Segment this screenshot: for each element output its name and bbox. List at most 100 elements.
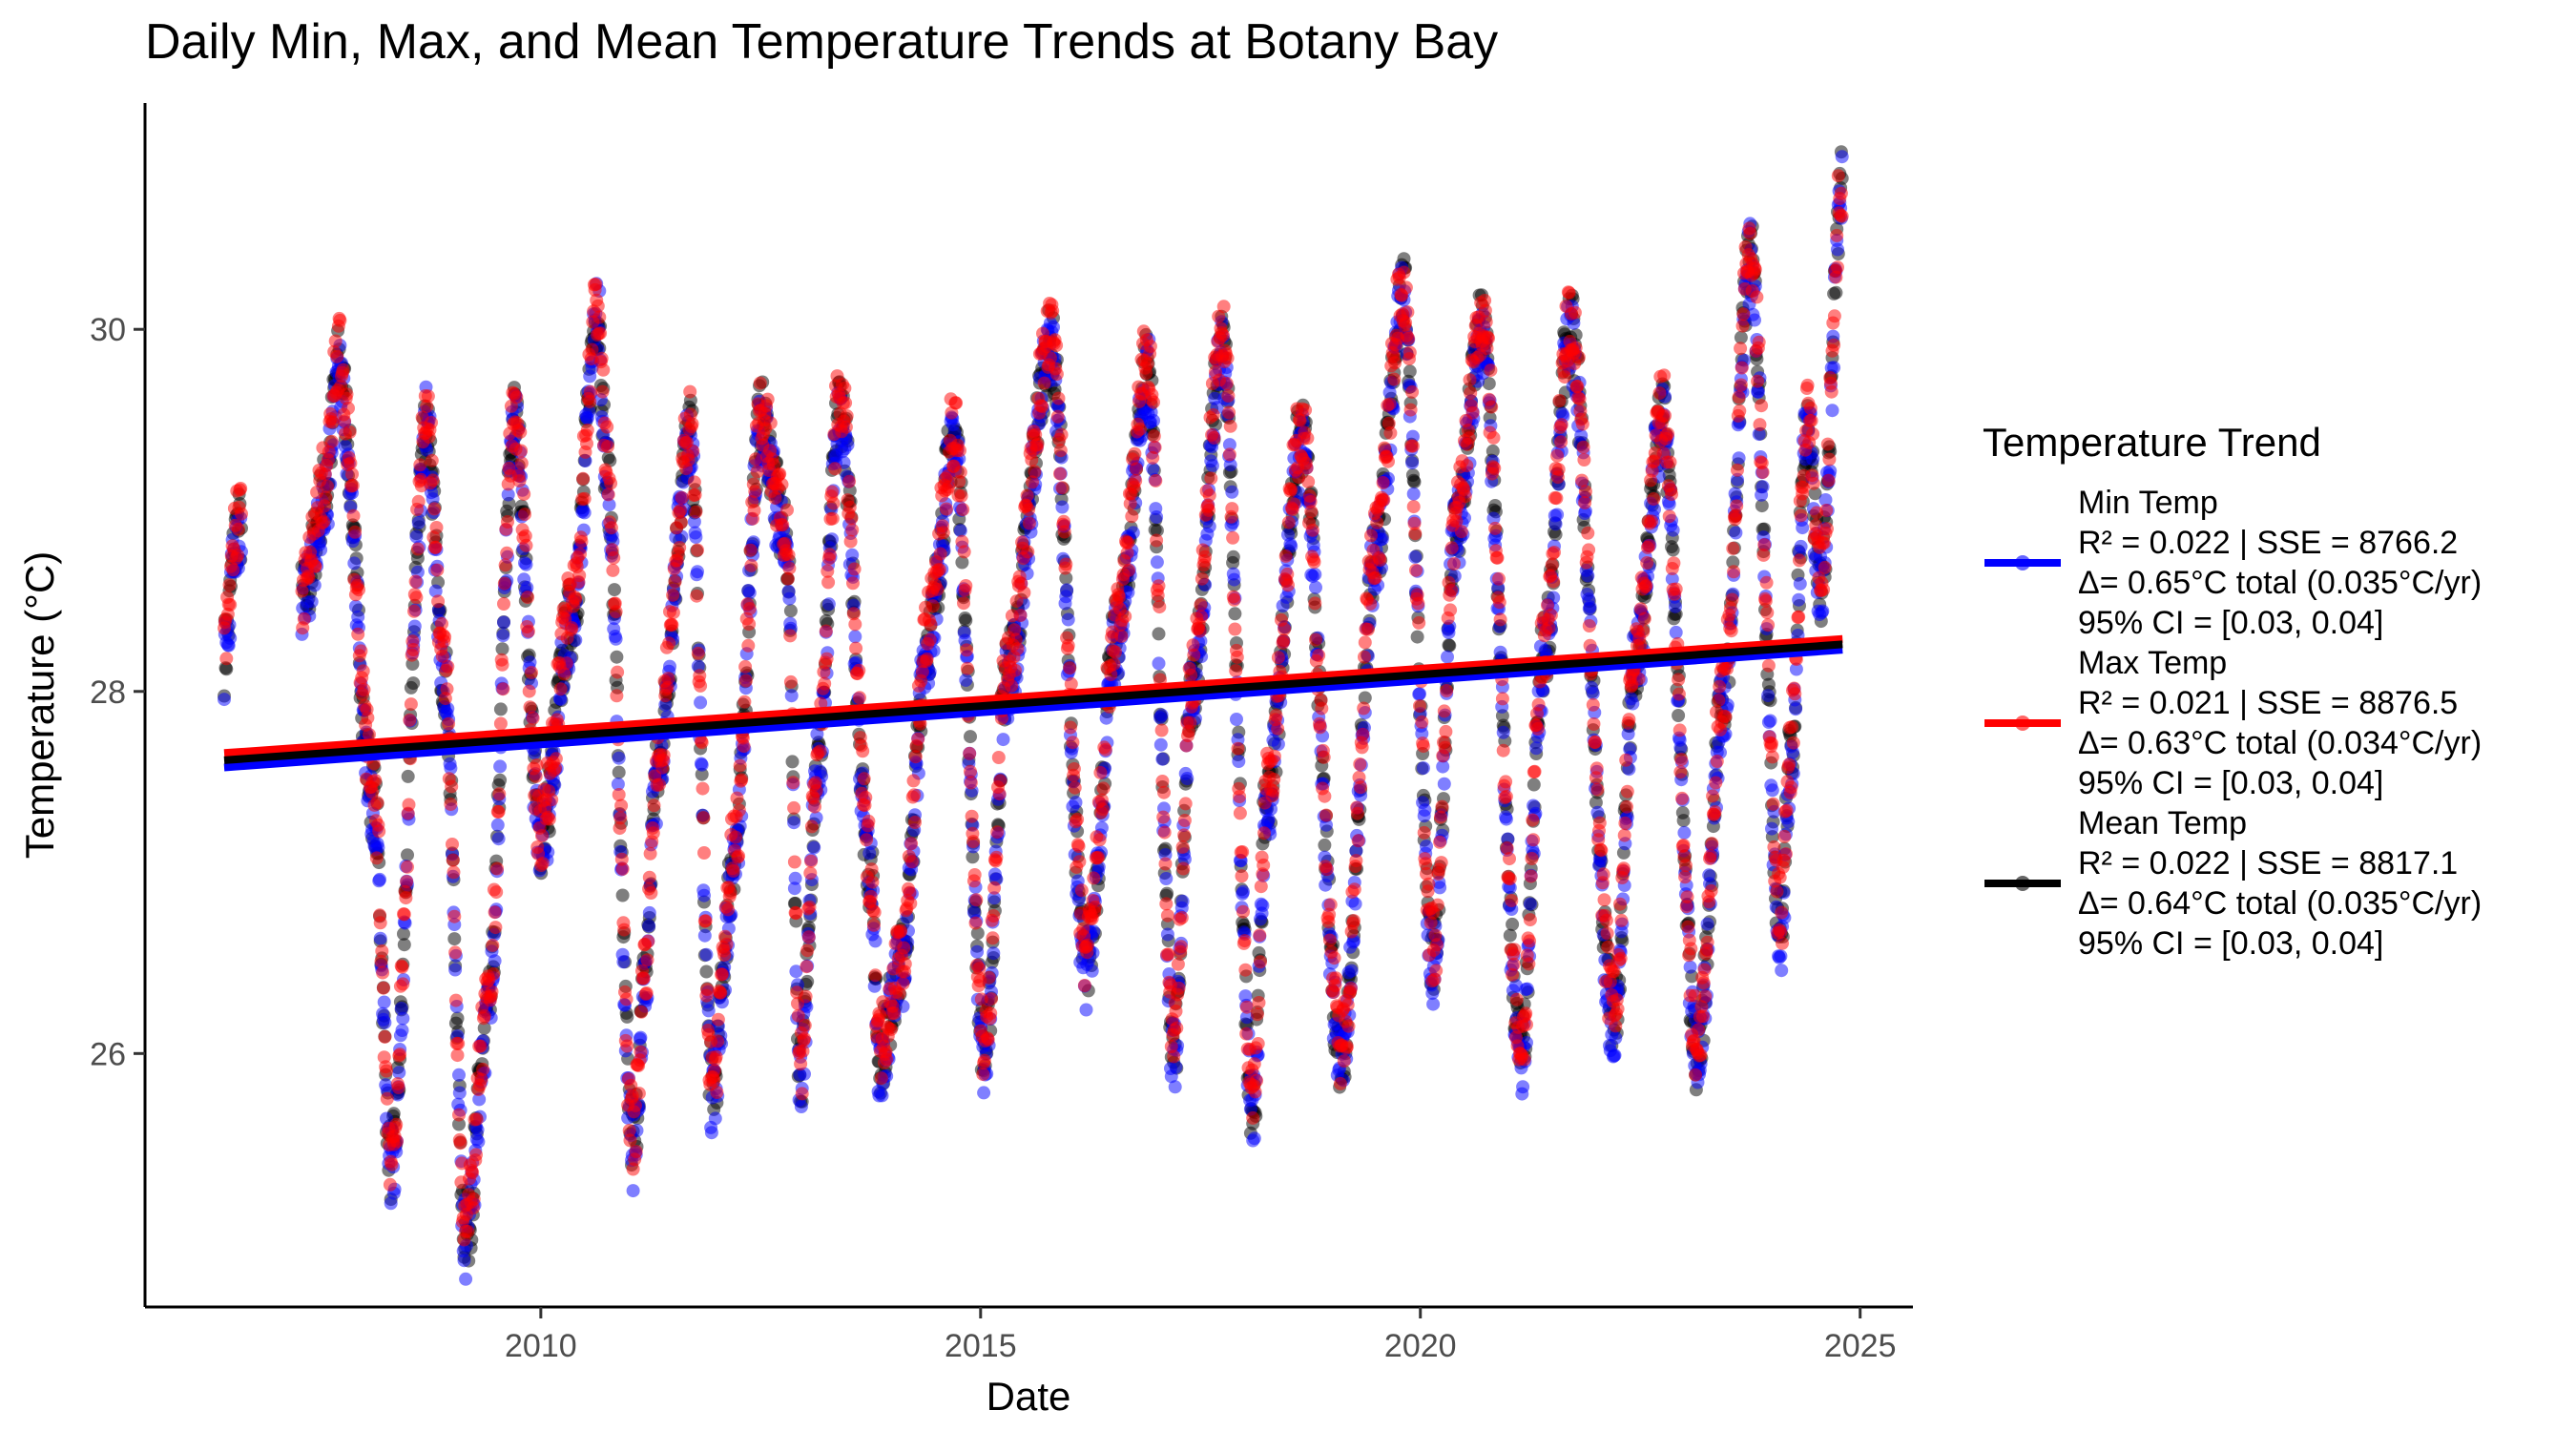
- data-point: [580, 437, 593, 450]
- data-point: [689, 530, 703, 544]
- data-point: [559, 656, 573, 671]
- data-point: [838, 381, 852, 395]
- data-point: [1794, 539, 1808, 553]
- data-point: [964, 730, 977, 744]
- data-point: [732, 849, 746, 863]
- data-point: [372, 824, 386, 839]
- data-point: [1271, 737, 1285, 751]
- data-point: [653, 778, 666, 792]
- data-point: [1154, 708, 1169, 722]
- data-point: [704, 1126, 718, 1140]
- data-point: [966, 850, 980, 864]
- data-point: [354, 644, 368, 658]
- data-point: [697, 928, 712, 943]
- data-point: [865, 875, 880, 889]
- data-point: [235, 507, 248, 521]
- data-point: [467, 1192, 481, 1206]
- data-point: [348, 599, 363, 613]
- data-point: [662, 636, 676, 651]
- data-point: [825, 532, 839, 547]
- data-point: [864, 862, 879, 877]
- data-point: [351, 627, 365, 641]
- data-point: [1516, 1080, 1530, 1094]
- data-point: [347, 556, 362, 570]
- data-point: [317, 515, 331, 529]
- data-point: [848, 630, 862, 644]
- data-point: [592, 310, 607, 324]
- data-point: [1765, 821, 1778, 836]
- data-point: [801, 930, 816, 944]
- data-point: [1583, 600, 1597, 614]
- data-point: [738, 674, 753, 688]
- data-point: [609, 605, 623, 619]
- data-point: [573, 547, 587, 561]
- data-point: [849, 641, 863, 655]
- data-point: [383, 1177, 397, 1192]
- data-point: [794, 1057, 808, 1071]
- data-point: [1523, 897, 1537, 911]
- data-point: [576, 471, 591, 486]
- data-point: [868, 968, 883, 983]
- data-point: [496, 629, 510, 643]
- data-point: [459, 1272, 473, 1286]
- data-point: [471, 1134, 486, 1149]
- data-point: [1589, 796, 1603, 810]
- data-point: [868, 934, 883, 948]
- data-point: [748, 485, 762, 499]
- data-point: [634, 1005, 649, 1019]
- data-point: [747, 504, 761, 518]
- data-point: [1406, 487, 1421, 501]
- data-point: [450, 1011, 465, 1026]
- data-point: [719, 937, 734, 951]
- data-point: [321, 479, 335, 493]
- data-point: [783, 629, 798, 643]
- data-point: [1765, 783, 1779, 798]
- data-point: [501, 515, 514, 529]
- data-point: [611, 778, 625, 791]
- data-point: [1159, 872, 1174, 885]
- data-point: [1796, 521, 1810, 535]
- data-point: [445, 779, 459, 794]
- data-point: [376, 965, 390, 980]
- data-point: [523, 655, 537, 670]
- data-point: [1808, 487, 1822, 501]
- data-point: [799, 989, 813, 1004]
- data-point: [522, 684, 536, 698]
- data-point: [219, 662, 234, 676]
- data-point: [529, 769, 543, 783]
- data-point: [1734, 330, 1748, 344]
- data-point: [629, 1098, 642, 1112]
- data-point: [802, 900, 817, 914]
- data-point: [512, 474, 527, 488]
- data-point: [490, 818, 505, 832]
- data-point: [787, 816, 801, 830]
- data-point: [470, 1123, 485, 1137]
- data-point: [453, 1136, 467, 1151]
- data-point: [444, 761, 458, 776]
- data-point: [763, 416, 778, 430]
- data-point: [446, 838, 459, 851]
- data-point: [738, 659, 753, 674]
- data-point: [553, 693, 568, 707]
- data-point: [1236, 884, 1250, 899]
- data-point: [1669, 625, 1683, 639]
- data-point: [438, 630, 452, 644]
- data-point: [409, 529, 424, 544]
- data-point: [304, 594, 319, 609]
- data-point: [1099, 711, 1113, 725]
- data-point: [1205, 459, 1219, 473]
- data-point: [345, 467, 359, 481]
- data-point: [784, 689, 799, 703]
- data-point: [517, 487, 531, 501]
- data-point: [495, 642, 509, 656]
- data-point: [1227, 572, 1241, 587]
- chart-title: Daily Min, Max, and Mean Temperature Tre…: [145, 14, 1499, 70]
- data-point: [411, 516, 426, 529]
- data-point: [513, 425, 528, 439]
- data-point: [542, 812, 556, 826]
- data-point: [656, 748, 671, 762]
- data-point: [1175, 894, 1190, 908]
- data-point: [328, 334, 343, 348]
- data-point: [485, 985, 499, 999]
- data-point: [378, 1015, 392, 1029]
